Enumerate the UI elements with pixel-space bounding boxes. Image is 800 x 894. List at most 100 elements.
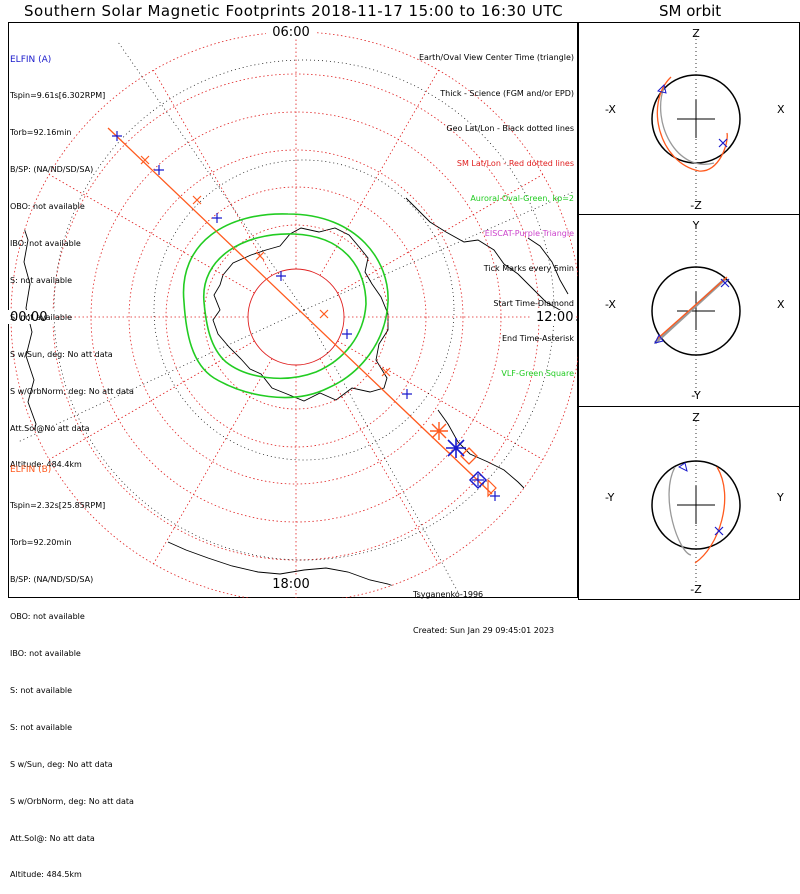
mlt-label-top: 06:00 <box>272 25 309 40</box>
elfin-a-header: ELFIN (A) <box>10 54 52 65</box>
elfin-a-line: S: not available <box>10 275 73 285</box>
footer-created: Created: Sun Jan 29 09:45:01 2023 <box>413 626 555 635</box>
elfin-a-line: S w/OrbNorm, deg: No att data <box>10 386 134 396</box>
elfin-a-line: Tspin=9.61s[6.302RPM] <box>10 91 106 101</box>
legend-item: Tick Marks every 5min <box>483 264 574 274</box>
mlt-label-bg <box>266 24 316 38</box>
elfin-a-line: S w/Sun, deg: No att data <box>10 349 113 359</box>
footprint-map: 06:00 00:00 12:00 18:00 <box>8 24 578 598</box>
orbit-panel-xy-svg: Y -Y -X X <box>605 219 785 402</box>
elfin-a-tick <box>112 131 122 141</box>
orbit-trace-a <box>659 86 715 165</box>
legend-item: Geo Lat/Lon - Black dotted lines <box>446 123 574 133</box>
orbit-title: SM orbit <box>659 2 722 20</box>
auroral-oval-outer <box>182 213 389 399</box>
elfin-a-track <box>112 131 500 501</box>
mlt-label-bg <box>532 310 576 324</box>
orbit-trace-b <box>656 276 728 340</box>
mlt-label-bg <box>266 576 316 590</box>
mlt-label-bg <box>8 310 54 324</box>
australia-outline <box>167 541 405 591</box>
orbit-label-left: -Y <box>605 491 615 504</box>
elfin-b-line: S: not available <box>10 685 73 695</box>
legend-item: SM Lat/Lon - Red dotted lines <box>456 158 574 168</box>
elfin-b-track-line <box>107 127 493 495</box>
elfin-b-view-triangle <box>487 478 497 498</box>
legend-item: VLF-Green Square <box>501 369 574 379</box>
elfin-a-line: OBO: not available <box>10 202 85 212</box>
elfin-b-line: OBO: not available <box>10 612 85 622</box>
orbit-start-triangle <box>654 334 664 344</box>
auroral-oval <box>182 213 389 399</box>
elfin-b-line: Att.Sol@: No att data <box>10 833 95 843</box>
orbit-label-right: Y <box>776 491 784 504</box>
elfin-a-tick <box>402 389 412 399</box>
plot-title: Southern Solar Magnetic Footprints 2018-… <box>24 2 564 20</box>
orbit-start-triangle <box>678 462 688 472</box>
auroral-oval-inner <box>203 233 367 380</box>
elfin-a-line: IBO: not available <box>10 239 81 249</box>
orbit-panel-yz: Z -Z -Y Y <box>578 406 800 600</box>
orbit-end-asterisk <box>720 278 730 288</box>
legend-item: Thick - Science (FGM and/or EPD) <box>440 88 574 98</box>
orbit-label-right: X <box>777 103 785 116</box>
elfin-b-line: Torb=92.20min <box>10 538 72 548</box>
earth-circle <box>651 460 741 550</box>
elfin-b-line: S w/OrbNorm, deg: No att data <box>10 796 134 806</box>
legend-item: EISCAT-Purple Triangle <box>484 228 574 238</box>
elfin-b-header: ELFIN (B) <box>10 464 52 475</box>
elfin-a-line: Altitude: 484.4km <box>10 460 82 470</box>
elfin-b-tick <box>140 155 150 165</box>
orbit-end-asterisk <box>714 526 724 536</box>
orbit-label-left: -X <box>605 298 616 311</box>
legend-item: Auroral Oval-Green, kp=2 <box>470 193 574 203</box>
elfin-b-line: Altitude: 484.5km <box>10 870 82 880</box>
earth-circle <box>651 266 741 356</box>
elfin-a-tick <box>154 165 164 175</box>
elfin-b-line: S w/Sun, deg: No att data <box>10 759 113 769</box>
orbit-label-bottom: -Z <box>690 199 702 212</box>
footer-model: Tsyganenko-1996 <box>413 590 484 599</box>
legend-item: Earth/Oval View Center Time (triangle) <box>418 53 574 63</box>
legend-item: End Time-Asterisk <box>501 334 574 344</box>
mlt-label-bottom: 18:00 <box>272 577 309 592</box>
elfin-a-tick <box>490 491 500 501</box>
elfin-a-start-diamond-cross <box>472 474 484 486</box>
elfin-b-line: Tspin=2.32s[25.85RPM] <box>10 501 106 511</box>
antarctica-outline <box>212 227 389 402</box>
orbit-label-bottom: -Z <box>690 583 702 596</box>
orbit-end-asterisk <box>718 138 728 148</box>
orbit-trace-b <box>656 76 728 172</box>
orbit-panel-yz-svg: Z -Z -Y Y <box>605 411 784 596</box>
elfin-b-line: IBO: not available <box>10 649 81 659</box>
legend: Earth/Oval View Center Time (triangle) T… <box>419 29 574 392</box>
legend-item: Start Time-Diamond <box>493 299 574 309</box>
mlt-label-left: 00:00 <box>10 310 47 325</box>
elfin-a-tick <box>212 213 222 223</box>
elfin-b-start-diamond <box>460 447 478 465</box>
elfin-a-line: Torb=92.16min <box>10 128 72 138</box>
footer: Tsyganenko-1996 Created: Sun Jan 29 09:4… <box>413 565 554 649</box>
elfin-b-tick <box>381 367 391 377</box>
south-america-outline <box>405 197 578 323</box>
elfin-a-line: S: not available <box>10 312 73 322</box>
elfin-b-line: S: not available <box>10 722 73 732</box>
tierra-del-fuego-outline <box>527 237 569 295</box>
elfin-b-line: B/SP: (NA/ND/SD/SA) <box>10 575 94 585</box>
elfin-a-tick <box>276 271 286 281</box>
elfin-b-tick <box>255 251 265 261</box>
island-outline <box>437 409 529 493</box>
elfin-b-tick <box>192 195 202 205</box>
orbit-label-bottom: -Y <box>691 389 701 402</box>
elfin-a-info: ELFIN (A) Tspin=9.61s[6.302RPM] Torb=92.… <box>10 29 134 484</box>
mlt-label-right: 12:00 <box>536 310 573 325</box>
continent-outlines <box>21 197 578 591</box>
orbit-trace-b <box>694 466 726 564</box>
orbit-label-right: X <box>777 298 785 311</box>
elfin-b-track <box>107 127 497 498</box>
orbit-panel-xz: Z -Z -X X <box>578 22 800 215</box>
orbit-label-left: -X <box>605 103 616 116</box>
elfin-b-end-asterisk <box>430 422 448 440</box>
orbit-label-top: Z <box>692 27 700 40</box>
elfin-b-tick-marks <box>140 155 448 440</box>
